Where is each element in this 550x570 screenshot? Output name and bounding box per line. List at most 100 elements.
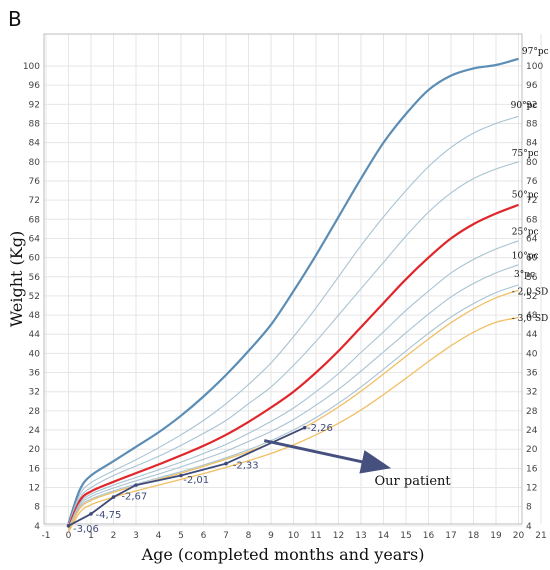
x-tick-label: 18 — [468, 531, 480, 541]
y-tick-label: 56 — [29, 273, 41, 283]
series-p25 — [68, 240, 519, 529]
y-tick-label: 52 — [29, 292, 40, 302]
sds-labels: -3,06 -4,75 -2,67 -2,01 -2,33 -2,26 — [73, 423, 333, 535]
x-tick-label: 21 — [535, 531, 546, 541]
curve-label: 10°pc — [512, 252, 539, 262]
y-tick-label: 36 — [29, 369, 41, 379]
x-tick-label: 5 — [178, 531, 184, 541]
series-p90 — [67, 115, 519, 526]
y-tick-label: 28 — [526, 407, 538, 417]
patient-point — [111, 495, 116, 499]
curve-label: 90°pc — [511, 101, 538, 111]
y-tick-label: 56 — [526, 273, 538, 283]
y-axis-title: Weight (Kg) — [7, 231, 26, 327]
y-tick-label: 92 — [29, 100, 40, 110]
y-tick-label: 60 — [526, 254, 538, 264]
patient-point — [302, 425, 307, 430]
curve-label: 25°pc — [512, 228, 539, 238]
x-tick-label: 19 — [490, 531, 502, 541]
x-tick-label: 11 — [310, 531, 321, 541]
curve-label: 3°pc — [514, 270, 535, 280]
series-p10 — [68, 264, 519, 530]
x-tick-label: 20 — [513, 531, 525, 541]
y-tick-label: 40 — [526, 349, 538, 359]
series-p97 — [67, 57, 519, 524]
y-tick-label: 8 — [34, 503, 40, 513]
x-tick-label: 4 — [156, 531, 162, 541]
sds-label: -2,67 — [121, 492, 147, 503]
y-tick-label: 8 — [526, 503, 532, 513]
x-tick-label: 15 — [400, 531, 411, 541]
curve-label: 50°pc — [512, 191, 539, 201]
curve-label: - 2,0 SD — [512, 287, 548, 297]
plot-frame — [43, 33, 523, 525]
y-tick-label: 16 — [526, 464, 538, 474]
y-tick-label: 72 — [526, 196, 537, 206]
x-tick-label: 16 — [423, 531, 435, 541]
y-tick-label: 40 — [29, 349, 41, 359]
panel-letter: B — [8, 7, 22, 31]
x-tick-label: 3 — [133, 531, 139, 541]
y-tick-label: 36 — [526, 369, 538, 379]
grid — [44, 34, 542, 527]
x-tick-label: 13 — [355, 531, 366, 541]
y-tick-label: 20 — [29, 445, 41, 455]
series-sd3 — [67, 316, 519, 533]
y-tick-label: 60 — [29, 254, 41, 264]
y-tick-label: 88 — [526, 119, 538, 129]
x-tick-label: 1 — [88, 531, 94, 541]
y-tick-label: 84 — [526, 139, 538, 149]
annotation-our-patient: Our patient — [375, 474, 452, 489]
patient-point — [66, 524, 71, 528]
curve-label: 97°pc — [522, 47, 549, 57]
y-tick-label: 72 — [29, 196, 40, 206]
y-tick-label: 32 — [29, 388, 40, 398]
y-tick-label: 24 — [526, 426, 538, 436]
x-tick-label: 14 — [378, 531, 390, 541]
y-tick-label: 100 — [526, 62, 543, 72]
sds-label: -3,06 — [73, 524, 99, 535]
y-tick-label: 92 — [526, 100, 537, 110]
y-tick-label: 16 — [29, 464, 41, 474]
y-tick-label: 44 — [29, 330, 41, 340]
y-tick-label: 32 — [526, 388, 537, 398]
y-tick-label: 84 — [29, 139, 41, 149]
x-tick-label: 9 — [268, 531, 274, 541]
y-tick-label: 68 — [526, 215, 538, 225]
y-tick-label: 28 — [29, 407, 41, 417]
y-tick-label: 76 — [526, 177, 538, 187]
x-tick-label: 8 — [246, 531, 252, 541]
x-tick-label: -1 — [42, 531, 51, 541]
curve-labels: 97°pc 90°pc 75°pc 50°pc 25°pc 10°pc 3°pc - 2,0 … — [511, 47, 549, 324]
curve-label: - 3,0 SD — [512, 314, 548, 324]
x-tick-label: 2 — [111, 531, 117, 541]
y-tick-labels-right: 4812162024283236404448525660646872768084… — [526, 62, 543, 532]
y-tick-label: 64 — [29, 234, 41, 244]
y-tick-label: 4 — [34, 522, 40, 532]
y-tick-label: 24 — [29, 426, 41, 436]
y-tick-label: 88 — [29, 119, 41, 129]
patient-point — [134, 483, 138, 487]
y-tick-label: 68 — [29, 215, 41, 225]
x-tick-label: 17 — [445, 531, 456, 541]
series-p3 — [68, 284, 519, 531]
sds-label: -2,26 — [307, 423, 333, 434]
y-tick-label: 48 — [526, 311, 538, 321]
sds-label: -4,75 — [96, 510, 122, 521]
x-tick-label: 0 — [66, 531, 72, 541]
sds-label: -2,01 — [183, 475, 209, 486]
series-p75 — [67, 161, 519, 527]
y-tick-label: 96 — [29, 81, 41, 91]
y-tick-label: 96 — [526, 81, 538, 91]
x-tick-labels: -1 0 1 2 3 4 5 6 7 8 9 10 11 12 13 14 15 16 17 18 19 20 21 — [42, 531, 547, 541]
x-tick-label: 6 — [201, 531, 207, 541]
y-tick-label: 12 — [526, 484, 537, 494]
y-tick-label: 44 — [526, 330, 538, 340]
patient-point — [89, 512, 93, 516]
patient-point — [224, 461, 228, 466]
y-tick-label: 48 — [29, 311, 41, 321]
y-tick-label: 76 — [29, 177, 41, 187]
y-tick-label: 100 — [23, 62, 40, 72]
y-tick-label: 52 — [526, 292, 537, 302]
